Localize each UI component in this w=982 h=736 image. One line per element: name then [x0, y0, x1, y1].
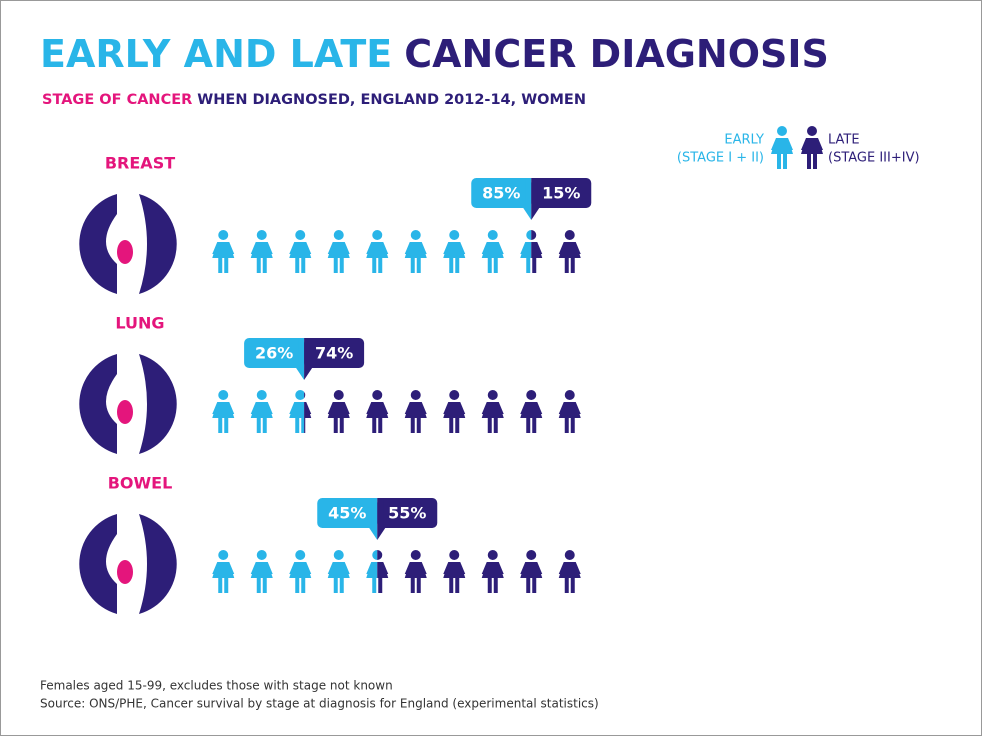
- person-icon: [481, 550, 504, 593]
- value-label: 26%: [255, 344, 293, 363]
- organ-icon: [139, 514, 177, 614]
- person-icon: [404, 230, 427, 273]
- organ-icon: [117, 560, 133, 584]
- legend-icon: [801, 126, 823, 169]
- callout-join: [298, 338, 305, 368]
- category-label: BREAST: [105, 154, 175, 173]
- person-icon: [404, 390, 427, 433]
- late-share: [377, 550, 581, 593]
- person-icon: [327, 550, 350, 593]
- subtitle-highlight: STAGE OF CANCER: [42, 92, 192, 108]
- early-share: [212, 230, 532, 273]
- organ-icon: [79, 194, 117, 294]
- person-icon: [289, 230, 312, 273]
- callout-pointer: [377, 528, 386, 540]
- callout-pointer: [369, 528, 378, 540]
- legend-label: (STAGE III+IV): [828, 151, 920, 166]
- person-icon: [443, 230, 466, 273]
- organ-icon: [117, 400, 133, 424]
- chart-title: EARLY AND LATE CANCER DIAGNOSIS: [40, 32, 829, 76]
- person-icon: [520, 230, 532, 273]
- person-icon: [327, 390, 350, 433]
- callout-early: [317, 498, 378, 528]
- person-icon: [250, 550, 273, 593]
- callout-early: [244, 338, 305, 368]
- title-rest: CANCER DIAGNOSIS: [404, 32, 829, 76]
- value-label: 15%: [542, 184, 580, 203]
- callout-late: [377, 498, 438, 528]
- organ-icon: [139, 194, 177, 294]
- late-share: [304, 390, 581, 433]
- person-icon: [481, 230, 504, 273]
- organ-icon: [79, 354, 117, 454]
- person-icon: [212, 390, 235, 433]
- person-icon: [443, 390, 466, 433]
- person-icon: [520, 390, 543, 433]
- person-icon: [366, 550, 378, 593]
- callout-join: [377, 498, 384, 528]
- early-share: [212, 390, 305, 433]
- person-icon: [212, 550, 235, 593]
- person-icon: [250, 390, 273, 433]
- person-icon: [531, 230, 543, 273]
- value-label: 74%: [315, 344, 353, 363]
- early-share: [212, 550, 378, 593]
- person-icon: [558, 230, 581, 273]
- value-label: 85%: [482, 184, 520, 203]
- title-highlight: EARLY AND LATE: [40, 32, 392, 76]
- person-icon: [327, 230, 350, 273]
- person-icon: [558, 550, 581, 593]
- organ-icon: [79, 514, 117, 614]
- callout-join: [525, 178, 532, 208]
- late-share: [531, 230, 581, 273]
- person-icon: [481, 390, 504, 433]
- legend-icon: [771, 126, 793, 169]
- callout-early: [471, 178, 532, 208]
- person-icon: [443, 550, 466, 593]
- category-label: BOWEL: [108, 474, 173, 493]
- legend-label: EARLY: [724, 133, 764, 148]
- callout-late: [531, 178, 592, 208]
- footnote: Source: ONS/PHE, Cancer survival by stag…: [40, 697, 599, 711]
- callout-pointer: [296, 368, 305, 380]
- person-icon: [212, 230, 235, 273]
- footnote: Females aged 15-99, excludes those with …: [40, 679, 393, 693]
- callout-join: [304, 338, 311, 368]
- legend-label: LATE: [828, 133, 860, 148]
- person-icon: [250, 230, 273, 273]
- callout-pointer: [304, 368, 313, 380]
- chart-subtitle: STAGE OF CANCER WHEN DIAGNOSED, ENGLAND 2…: [42, 92, 586, 108]
- organ-icon: [139, 354, 177, 454]
- person-icon: [289, 550, 312, 593]
- legend-label: (STAGE I + II): [677, 151, 764, 166]
- person-icon: [377, 550, 389, 593]
- person-icon: [366, 390, 389, 433]
- value-label: 45%: [328, 504, 366, 523]
- person-icon: [366, 230, 389, 273]
- person-icon: [289, 390, 305, 433]
- person-icon: [558, 390, 581, 433]
- callout-pointer: [523, 208, 532, 220]
- person-icon: [520, 550, 543, 593]
- callout-pointer: [531, 208, 540, 220]
- callout-late: [304, 338, 365, 368]
- organ-icon: [117, 240, 133, 264]
- person-icon: [404, 550, 427, 593]
- person-icon: [304, 391, 312, 433]
- callout-join: [371, 498, 378, 528]
- subtitle-rest: WHEN DIAGNOSED, ENGLAND 2012-14, WOMEN: [197, 92, 586, 108]
- value-label: 55%: [388, 504, 426, 523]
- callout-join: [531, 178, 538, 208]
- category-label: LUNG: [115, 314, 164, 333]
